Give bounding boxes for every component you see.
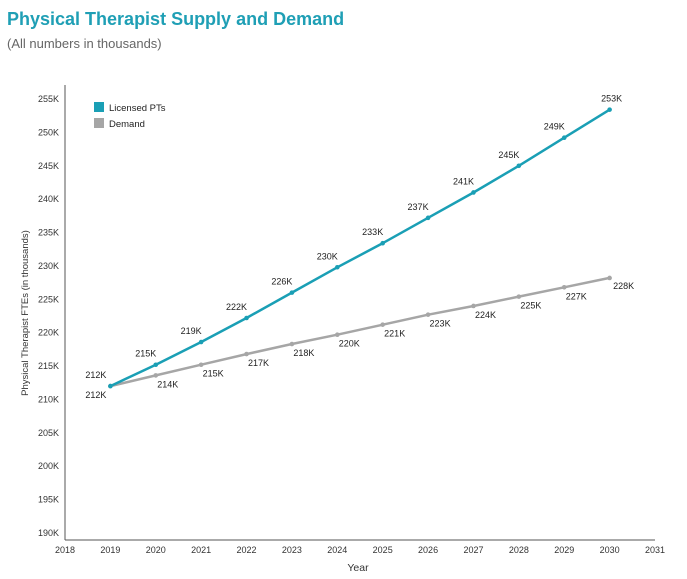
y-tick-label: 220K <box>38 328 59 338</box>
legend: Licensed PTs Demand <box>94 102 166 130</box>
data-label-demand: 212K <box>85 390 106 400</box>
x-tick-label: 2031 <box>645 545 665 555</box>
data-label-licensed-pts: 253K <box>601 94 622 104</box>
data-point-licensed-pts <box>244 315 249 321</box>
data-point-licensed-pts <box>516 163 522 169</box>
data-label-demand: 215K <box>203 369 224 379</box>
y-axis-title: Physical Therapist FTEs (in thousands) <box>20 230 31 396</box>
data-label-demand: 220K <box>339 339 360 349</box>
data-label-demand: 224K <box>475 310 496 320</box>
y-tick-label: 190K <box>38 528 59 538</box>
data-point-licensed-pts <box>471 190 476 195</box>
y-axis-ticks: 190K 195K 200K 205K 210K 215K 220K 225K 230K 235K… <box>38 94 59 538</box>
data-label-licensed-pts: 237K <box>408 202 429 212</box>
data-point-demand <box>289 341 295 347</box>
x-tick-label: 2030 <box>600 545 620 555</box>
x-tick-label: 2028 <box>509 545 529 555</box>
data-label-licensed-pts: 230K <box>317 251 338 261</box>
x-axis-ticks: 2018 2019 2020 2021 2022 2023 2024 2025 2026 2027… <box>55 545 665 555</box>
x-tick-label: 2022 <box>237 545 257 555</box>
y-tick-label: 215K <box>38 361 59 371</box>
data-label-demand: 225K <box>520 301 541 311</box>
data-label-licensed-pts: 241K <box>453 176 474 186</box>
y-tick-label: 230K <box>38 261 59 271</box>
data-point-licensed-pts <box>425 215 431 221</box>
y-tick-label: 195K <box>38 495 59 505</box>
data-point-licensed-pts <box>198 339 204 345</box>
y-tick-label: 200K <box>38 461 59 471</box>
x-tick-label: 2027 <box>463 545 483 555</box>
x-tick-label: 2020 <box>146 545 166 555</box>
x-tick-label: 2024 <box>327 545 347 555</box>
y-tick-label: 240K <box>38 194 59 204</box>
x-tick-label: 2026 <box>418 545 438 555</box>
data-label-demand: 227K <box>566 291 587 301</box>
data-label-licensed-pts: 245K <box>498 150 519 160</box>
data-point-demand <box>380 322 385 327</box>
data-point-demand <box>607 275 612 281</box>
data-label-demand: 217K <box>248 358 269 368</box>
data-label-licensed-pts: 222K <box>226 302 247 312</box>
x-tick-label: 2021 <box>191 545 211 555</box>
chart-title: Physical Therapist Supply and Demand <box>7 9 345 29</box>
legend-label-licensed-pts: Licensed PTs <box>109 103 166 114</box>
y-tick-label: 225K <box>38 294 59 304</box>
series-line-demand <box>110 276 610 388</box>
data-point-demand <box>198 362 204 368</box>
x-tick-label: 2019 <box>100 545 120 555</box>
data-label-demand: 228K <box>613 281 634 291</box>
data-label-demand: 218K <box>293 348 314 358</box>
data-label-licensed-pts: 233K <box>362 227 383 237</box>
y-tick-label: 205K <box>38 428 59 438</box>
legend-label-demand: Demand <box>109 119 145 130</box>
data-label-licensed-pts: 212K <box>85 370 106 380</box>
x-axis-title: Year <box>347 562 369 574</box>
legend-swatch-demand <box>94 118 104 128</box>
data-point-demand <box>516 294 522 299</box>
data-point-demand <box>153 373 159 378</box>
y-tick-label: 250K <box>38 127 59 137</box>
data-point-licensed-pts <box>153 362 159 368</box>
data-point-licensed-pts <box>108 383 113 389</box>
data-point-demand <box>335 332 340 337</box>
legend-swatch-licensed-pts <box>94 102 104 112</box>
data-point-licensed-pts <box>335 264 340 270</box>
y-tick-label: 255K <box>38 94 59 104</box>
data-label-licensed-pts: 249K <box>544 122 565 132</box>
x-tick-label: 2018 <box>55 545 75 555</box>
x-tick-label: 2029 <box>554 545 574 555</box>
y-tick-label: 245K <box>38 161 59 171</box>
data-label-demand: 221K <box>384 329 405 339</box>
data-label-demand: 223K <box>430 319 451 329</box>
data-point-licensed-pts <box>289 290 295 295</box>
x-tick-label: 2025 <box>373 545 393 555</box>
y-tick-label: 235K <box>38 228 59 238</box>
series-layer: 212K 214K 215K 217K 218K 220K 221K 223K 224K 225K… <box>85 94 634 400</box>
y-tick-label: 210K <box>38 394 59 404</box>
data-point-licensed-pts <box>561 135 567 141</box>
data-label-demand: 214K <box>157 379 178 389</box>
data-point-demand <box>471 303 476 309</box>
data-label-licensed-pts: 215K <box>135 349 156 359</box>
data-point-demand <box>244 351 249 357</box>
data-label-licensed-pts: 226K <box>271 277 292 287</box>
x-tick-label: 2023 <box>282 545 302 555</box>
data-point-demand <box>425 312 431 317</box>
chart-subtitle: (All numbers in thousands) <box>7 36 162 51</box>
series-line-licensed-pts <box>109 108 611 388</box>
data-label-licensed-pts: 219K <box>181 326 202 336</box>
data-point-licensed-pts <box>607 107 612 112</box>
data-point-demand <box>561 284 567 290</box>
data-point-licensed-pts <box>380 240 385 246</box>
